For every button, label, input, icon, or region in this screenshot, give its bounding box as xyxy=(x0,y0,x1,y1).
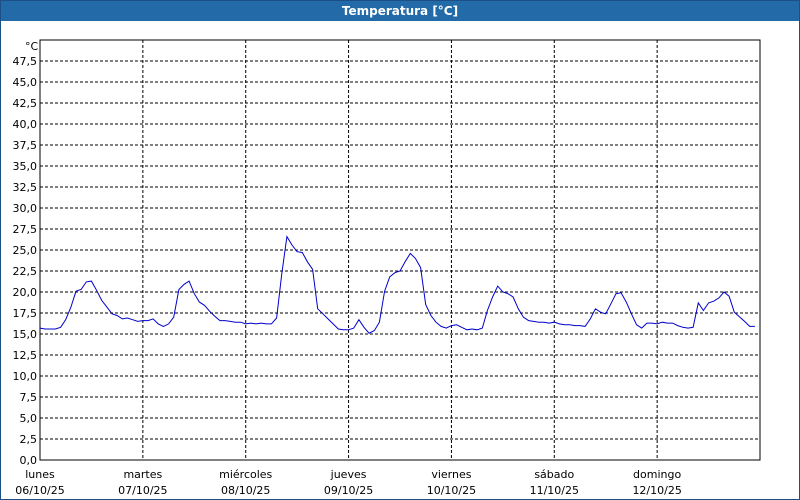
x-tick-date-label: 09/10/25 xyxy=(324,484,373,497)
x-tick-day-label: sábado xyxy=(534,468,574,481)
x-axis-tick-labels: lunes 06/10/25 martes 07/10/25 miércoles 08/1… xyxy=(15,468,682,497)
x-gridlines xyxy=(142,40,658,460)
y-tick-label: 37,5 xyxy=(13,139,38,152)
y-tick-label: 2,5 xyxy=(20,433,38,446)
y-axis-tick-labels: 0,0 2,5 5,0 7,5 10,0 12,5 15,0 17,5 20,0 22,5 25,0… xyxy=(13,55,38,467)
y-tick-label: 32,5 xyxy=(13,181,38,194)
x-tick-day-label: jueves xyxy=(330,468,367,481)
x-tick-date-label: 11/10/25 xyxy=(530,484,579,497)
y-tick-label: 15,0 xyxy=(13,328,38,341)
y-tick-label: 47,5 xyxy=(13,55,38,68)
x-tick-day-label: domingo xyxy=(633,468,681,481)
y-tick-label: 0,0 xyxy=(20,454,38,467)
y-tick-label: 40,0 xyxy=(13,118,38,131)
temperature-series xyxy=(39,235,755,334)
x-tick-date-label: 07/10/25 xyxy=(118,484,167,497)
x-tick-day-label: miércoles xyxy=(219,468,272,481)
y-axis-unit-label: °C xyxy=(25,40,39,53)
x-tick-date-label: 10/10/25 xyxy=(427,484,476,497)
x-tick-date-label: 08/10/25 xyxy=(221,484,270,497)
y-tick-label: 12,5 xyxy=(13,349,38,362)
plot-area-border xyxy=(39,39,761,461)
y-tick-label: 45,0 xyxy=(13,76,38,89)
temperature-line xyxy=(39,235,755,334)
x-tick-date-label: 06/10/25 xyxy=(15,484,64,497)
x-tick-day-label: viernes xyxy=(431,468,471,481)
y-tick-label: 5,0 xyxy=(20,412,38,425)
y-tick-label: 42,5 xyxy=(13,97,38,110)
x-tick-day-label: martes xyxy=(123,468,162,481)
y-tick-label: 10,0 xyxy=(13,370,38,383)
y-tick-label: 35,0 xyxy=(13,160,38,173)
x-tick-day-label: lunes xyxy=(25,468,55,481)
y-tick-label: 22,5 xyxy=(13,265,38,278)
y-tick-label: 27,5 xyxy=(13,223,38,236)
y-tick-label: 30,0 xyxy=(13,202,38,215)
y-gridlines xyxy=(40,60,760,440)
x-tick-date-label: 12/10/25 xyxy=(632,484,681,497)
y-tick-label: 20,0 xyxy=(13,286,38,299)
y-tick-label: 7,5 xyxy=(20,391,38,404)
y-tick-label: 25,0 xyxy=(13,244,38,257)
y-tick-label: 17,5 xyxy=(13,307,38,320)
chart-title: Temperatura [°C] xyxy=(1,1,799,21)
